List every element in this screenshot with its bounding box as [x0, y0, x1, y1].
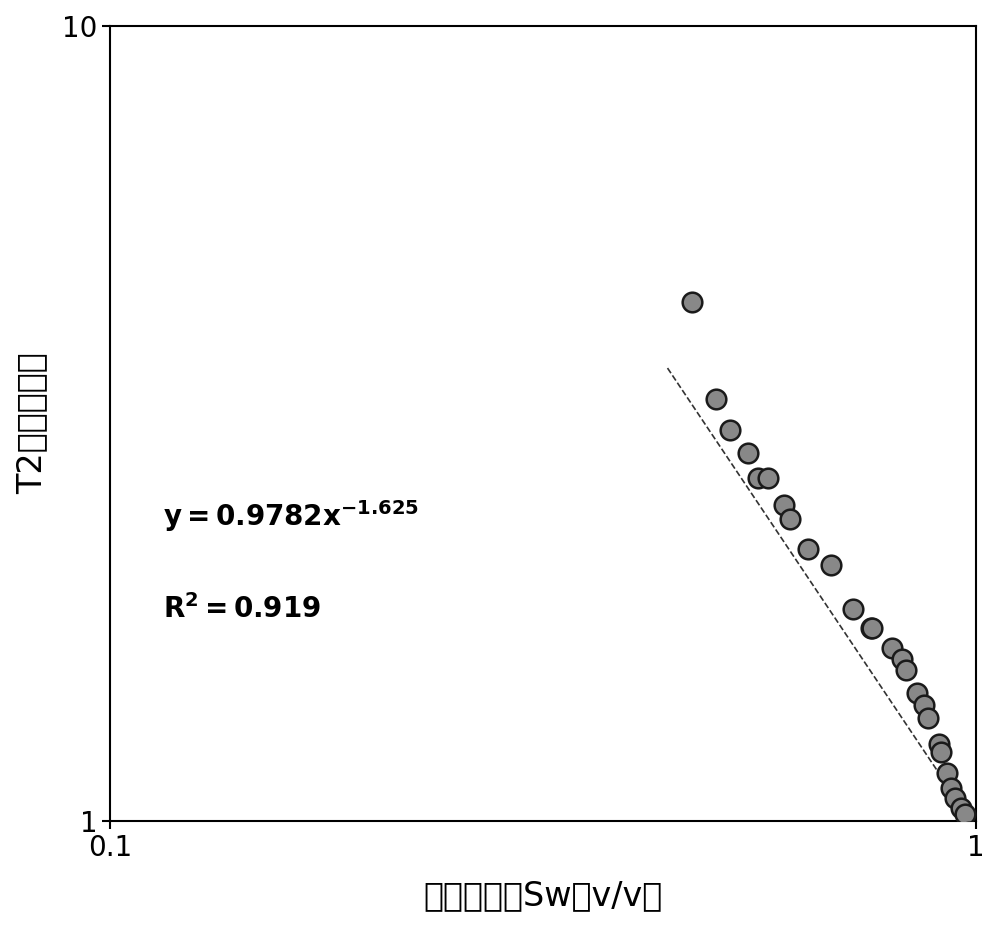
Point [740, 446, 756, 461]
Point [684, 295, 700, 310]
X-axis label: 含水饱和度Sw（v/v）: 含水饱和度Sw（v/v） [424, 879, 663, 912]
Y-axis label: T2分布变化率: T2分布变化率 [15, 352, 48, 494]
Point [920, 710, 936, 725]
Point [884, 641, 900, 655]
Text: $\mathbf{R^{2} = 0.919}$: $\mathbf{R^{2} = 0.919}$ [163, 594, 321, 624]
Point [863, 620, 879, 635]
Point [722, 423, 738, 438]
Point [961, 824, 977, 839]
Point [943, 781, 959, 795]
Point [776, 497, 792, 512]
Point [760, 471, 776, 486]
Point [933, 745, 949, 760]
Point [750, 471, 766, 486]
Point [898, 663, 914, 678]
Point [823, 557, 839, 572]
Point [782, 512, 798, 527]
Point [894, 652, 910, 667]
Point [931, 737, 947, 752]
Text: $\mathbf{y = 0.9782x^{-1.625}}$: $\mathbf{y = 0.9782x^{-1.625}}$ [163, 498, 419, 534]
Point [708, 391, 724, 406]
Point [800, 541, 816, 556]
Point [845, 602, 861, 616]
Point [947, 791, 963, 806]
Point [909, 685, 925, 700]
Point [939, 766, 955, 781]
Point [864, 620, 880, 635]
Point [957, 806, 973, 821]
Point [953, 800, 969, 815]
Point [916, 697, 932, 712]
